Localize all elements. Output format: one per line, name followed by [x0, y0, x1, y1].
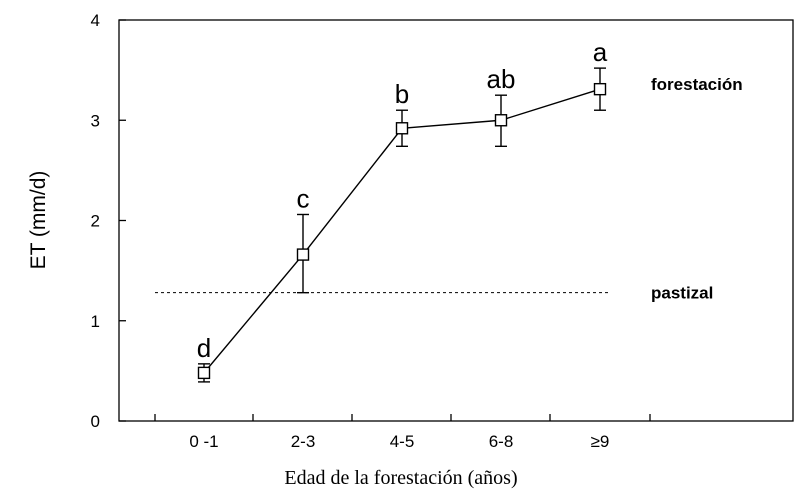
- x-tick-label: 2-3: [291, 432, 316, 451]
- reference-line-group: pastizal: [155, 284, 713, 303]
- y-tick-label: 0: [91, 412, 100, 431]
- x-tick-label: 4-5: [390, 432, 415, 451]
- significance-letter: d: [197, 333, 211, 363]
- y-axis-ticks: 0 1 2 3 4: [91, 11, 126, 431]
- series-group: forestación: [197, 67, 743, 383]
- y-tick-label: 2: [91, 212, 100, 231]
- significance-letter: c: [297, 183, 310, 213]
- data-point-marker: [395, 122, 409, 135]
- x-tick-label: ≥9: [591, 432, 610, 451]
- x-axis-title: Edad de la forestación (años): [284, 467, 517, 489]
- y-axis-title: ET (mm/d): [27, 171, 50, 270]
- data-point-marker: [197, 366, 211, 380]
- data-point-marker: [296, 248, 310, 261]
- x-tick-label: 0 -1: [189, 432, 218, 451]
- significance-letter: ab: [487, 64, 516, 94]
- significance-letter: b: [395, 79, 409, 109]
- y-tick-label: 1: [91, 312, 100, 331]
- pastizal-label: pastizal: [651, 284, 713, 303]
- significance-letter: a: [593, 37, 608, 67]
- data-point-marker: [494, 114, 508, 127]
- data-point-marker: [593, 82, 607, 96]
- y-tick-label: 4: [91, 11, 100, 30]
- x-axis-ticks: 0 -1 2-3 4-5 6-8 ≥9: [154, 414, 651, 451]
- y-tick-label: 3: [91, 111, 100, 130]
- forestacion-label: forestación: [651, 75, 743, 94]
- x-tick-label: 6-8: [489, 432, 514, 451]
- significance-letters: d c b ab a: [197, 37, 608, 363]
